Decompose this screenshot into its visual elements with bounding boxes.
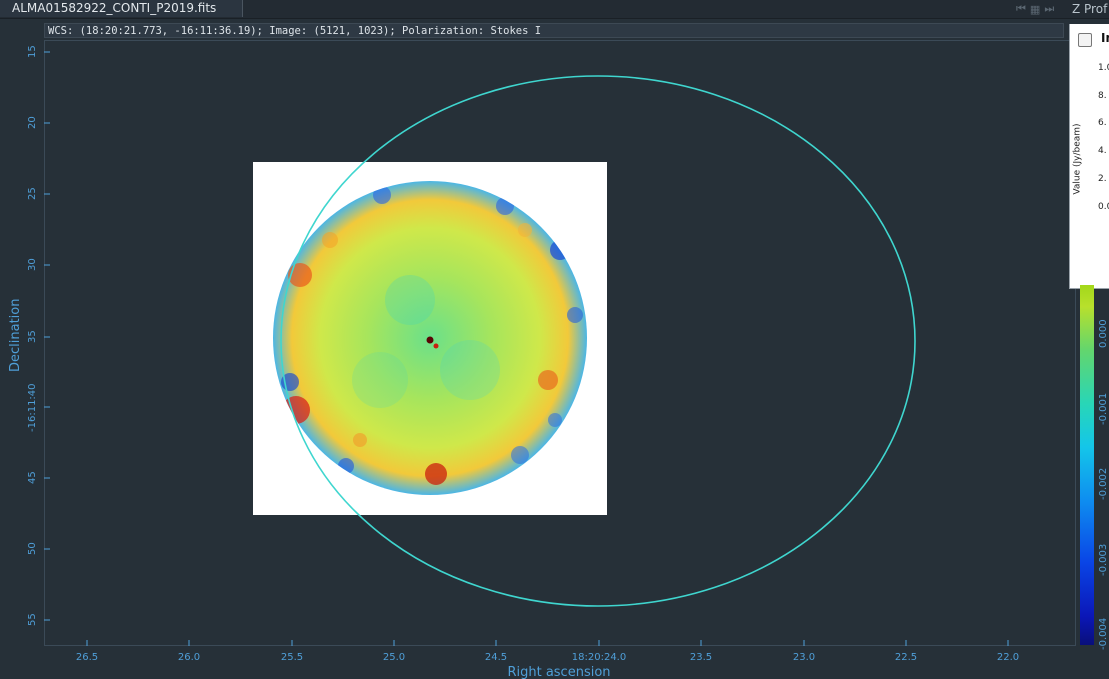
x-tick-label: 18:20:24.0 [572,652,626,663]
y-tick-label: 50 [27,542,38,555]
x-tick-label: 22.5 [895,652,917,663]
x-tick-label: 26.5 [76,652,98,663]
zprofile-tick: 0.0 [1098,202,1109,212]
y-tick-label: 15 [27,45,38,58]
zprofile-tick: 8. [1098,91,1107,101]
y-tick-label: 45 [27,471,38,484]
zprofile-tick: 4. [1098,146,1107,156]
panel-controls: ⏮ ▦ ⏭ [1016,1,1054,17]
y-tick-label: -16:11:40 [27,383,38,432]
zprofile-title: In [1101,31,1109,45]
x-axis: 26.5 26.0 25.5 25.0 24.5 18:20:24.0 23.5… [76,640,1019,679]
zprofile-panel[interactable]: In Value (Jy/beam) 1.0 8. 6. 4. 2. 0.0 [1069,24,1109,289]
x-tick-label: 23.0 [793,652,815,663]
y-tick-label: 55 [27,613,38,626]
y-tick-label: 35 [27,330,38,343]
disk-noise-pattern [281,186,583,485]
ellipse-region[interactable] [280,75,916,607]
x-tick-label: 25.5 [281,652,303,663]
zprofile-ylabel: Value (Jy/beam) [1072,123,1083,195]
layout-grid-icon[interactable]: ▦ [1029,2,1041,16]
zprofile-checkbox[interactable] [1078,33,1092,47]
cursor-info-bar: WCS: (18:20:21.773, -16:11:36.19); Image… [44,23,1064,38]
y-axis: 15 20 25 30 35 -16:11:40 45 50 55 Declin… [8,45,50,626]
x-tick-label: 22.0 [997,652,1019,663]
colorbar-tick-label: 0.000 [1098,319,1109,348]
first-frame-icon[interactable]: ⏮ [1016,2,1026,15]
zprofile-tab[interactable]: Z Prof [1068,0,1109,18]
x-tick-label: 25.0 [383,652,405,663]
colorbar-tick-label: -0.004 [1098,617,1109,650]
x-axis-title: Right ascension [507,665,610,679]
x-tick-label: 24.5 [485,652,507,663]
y-tick-label: 30 [27,258,38,271]
colorbar-tick-label: -0.003 [1098,543,1109,576]
plot-frame[interactable] [44,40,1076,646]
colorbar-tick-label: -0.001 [1098,392,1109,425]
central-source-tail [433,343,439,349]
colorbar-tick-label: -0.002 [1098,467,1109,500]
central-source [426,336,434,344]
tab-bar: ALMA01582922_CONTI_P2019.fits ⏮ ▦ ⏭ Z Pr… [0,0,1109,19]
last-frame-icon[interactable]: ⏭ [1044,2,1055,15]
y-tick-label: 25 [27,187,38,200]
zprofile-tick: 1.0 [1098,63,1109,73]
colorbar[interactable] [1080,285,1094,645]
x-tick-label: 26.0 [178,652,200,663]
y-tick-label: 20 [27,116,38,129]
y-axis-title: Declination [8,299,23,373]
image-tab[interactable]: ALMA01582922_CONTI_P2019.fits [0,0,244,17]
zprofile-tick: 2. [1098,174,1107,184]
zprofile-tick: 6. [1098,118,1107,128]
x-tick-label: 23.5 [690,652,712,663]
